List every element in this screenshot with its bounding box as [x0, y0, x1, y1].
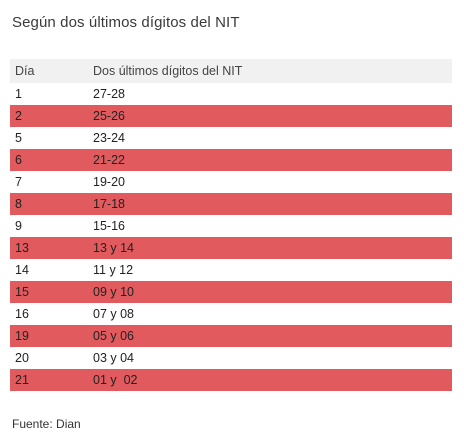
- cell-dia: 16: [15, 307, 29, 321]
- cell-digitos: 01 y 02: [93, 373, 138, 387]
- cell-digitos: 05 y 06: [93, 329, 135, 343]
- cell-dia: 2: [15, 109, 22, 123]
- source-note: Fuente: Dian: [12, 417, 81, 431]
- table-row: 13 13 y 14: [10, 237, 452, 259]
- cell-dia: 9: [15, 219, 22, 233]
- table-row: 21 01 y 02: [10, 369, 452, 391]
- cell-digitos: 15-16: [93, 219, 125, 233]
- table-row: 19 05 y 06: [10, 325, 452, 347]
- table-row: 14 11 y 12: [10, 259, 452, 281]
- cell-digitos: 19-20: [93, 175, 125, 189]
- table-row: 1 27-28: [10, 83, 452, 105]
- cell-digitos: 25-26: [93, 109, 125, 123]
- cell-digitos: 09 y 10: [93, 285, 135, 299]
- table-row: 5 23-24: [10, 127, 452, 149]
- table-row: 15 09 y 10: [10, 281, 452, 303]
- header-digitos: Dos últimos dígitos del NIT: [93, 64, 243, 78]
- cell-digitos: 17-18: [93, 197, 125, 211]
- table-row: 7 19-20: [10, 171, 452, 193]
- cell-dia: 15: [15, 285, 29, 299]
- table-row: 8 17-18: [10, 193, 452, 215]
- cell-digitos: 21-22: [93, 153, 125, 167]
- table-body: 1 27-28 2 25-26 5 23-24 6 21-22 7 19-20 8 17-18 9 15-…: [10, 83, 452, 391]
- table-header: Día Dos últimos dígitos del NIT: [10, 59, 452, 83]
- table-row: 6 21-22: [10, 149, 452, 171]
- cell-dia: 5: [15, 131, 22, 145]
- cell-dia: 8: [15, 197, 22, 211]
- cell-dia: 19: [15, 329, 29, 343]
- cell-dia: 1: [15, 87, 22, 101]
- table-row: 9 15-16: [10, 215, 452, 237]
- cell-dia: 13: [15, 241, 29, 255]
- cell-dia: 20: [15, 351, 29, 365]
- cell-digitos: 03 y 04: [93, 351, 135, 365]
- cell-dia: 7: [15, 175, 22, 189]
- table-row: 20 03 y 04: [10, 347, 452, 369]
- nit-schedule-table: Día Dos últimos dígitos del NIT 1 27-28 2 2…: [10, 59, 452, 391]
- cell-dia: 6: [15, 153, 22, 167]
- header-dia: Día: [15, 64, 35, 78]
- cell-digitos: 27-28: [93, 87, 125, 101]
- cell-digitos: 13 y 14: [93, 241, 135, 255]
- page-title: Según dos últimos dígitos del NIT: [12, 14, 240, 31]
- cell-dia: 21: [15, 373, 29, 387]
- table-row: 16 07 y 08: [10, 303, 452, 325]
- table-row: 2 25-26: [10, 105, 452, 127]
- cell-digitos: 07 y 08: [93, 307, 135, 321]
- cell-digitos: 11 y 12: [93, 263, 134, 277]
- cell-dia: 14: [15, 263, 29, 277]
- cell-digitos: 23-24: [93, 131, 125, 145]
